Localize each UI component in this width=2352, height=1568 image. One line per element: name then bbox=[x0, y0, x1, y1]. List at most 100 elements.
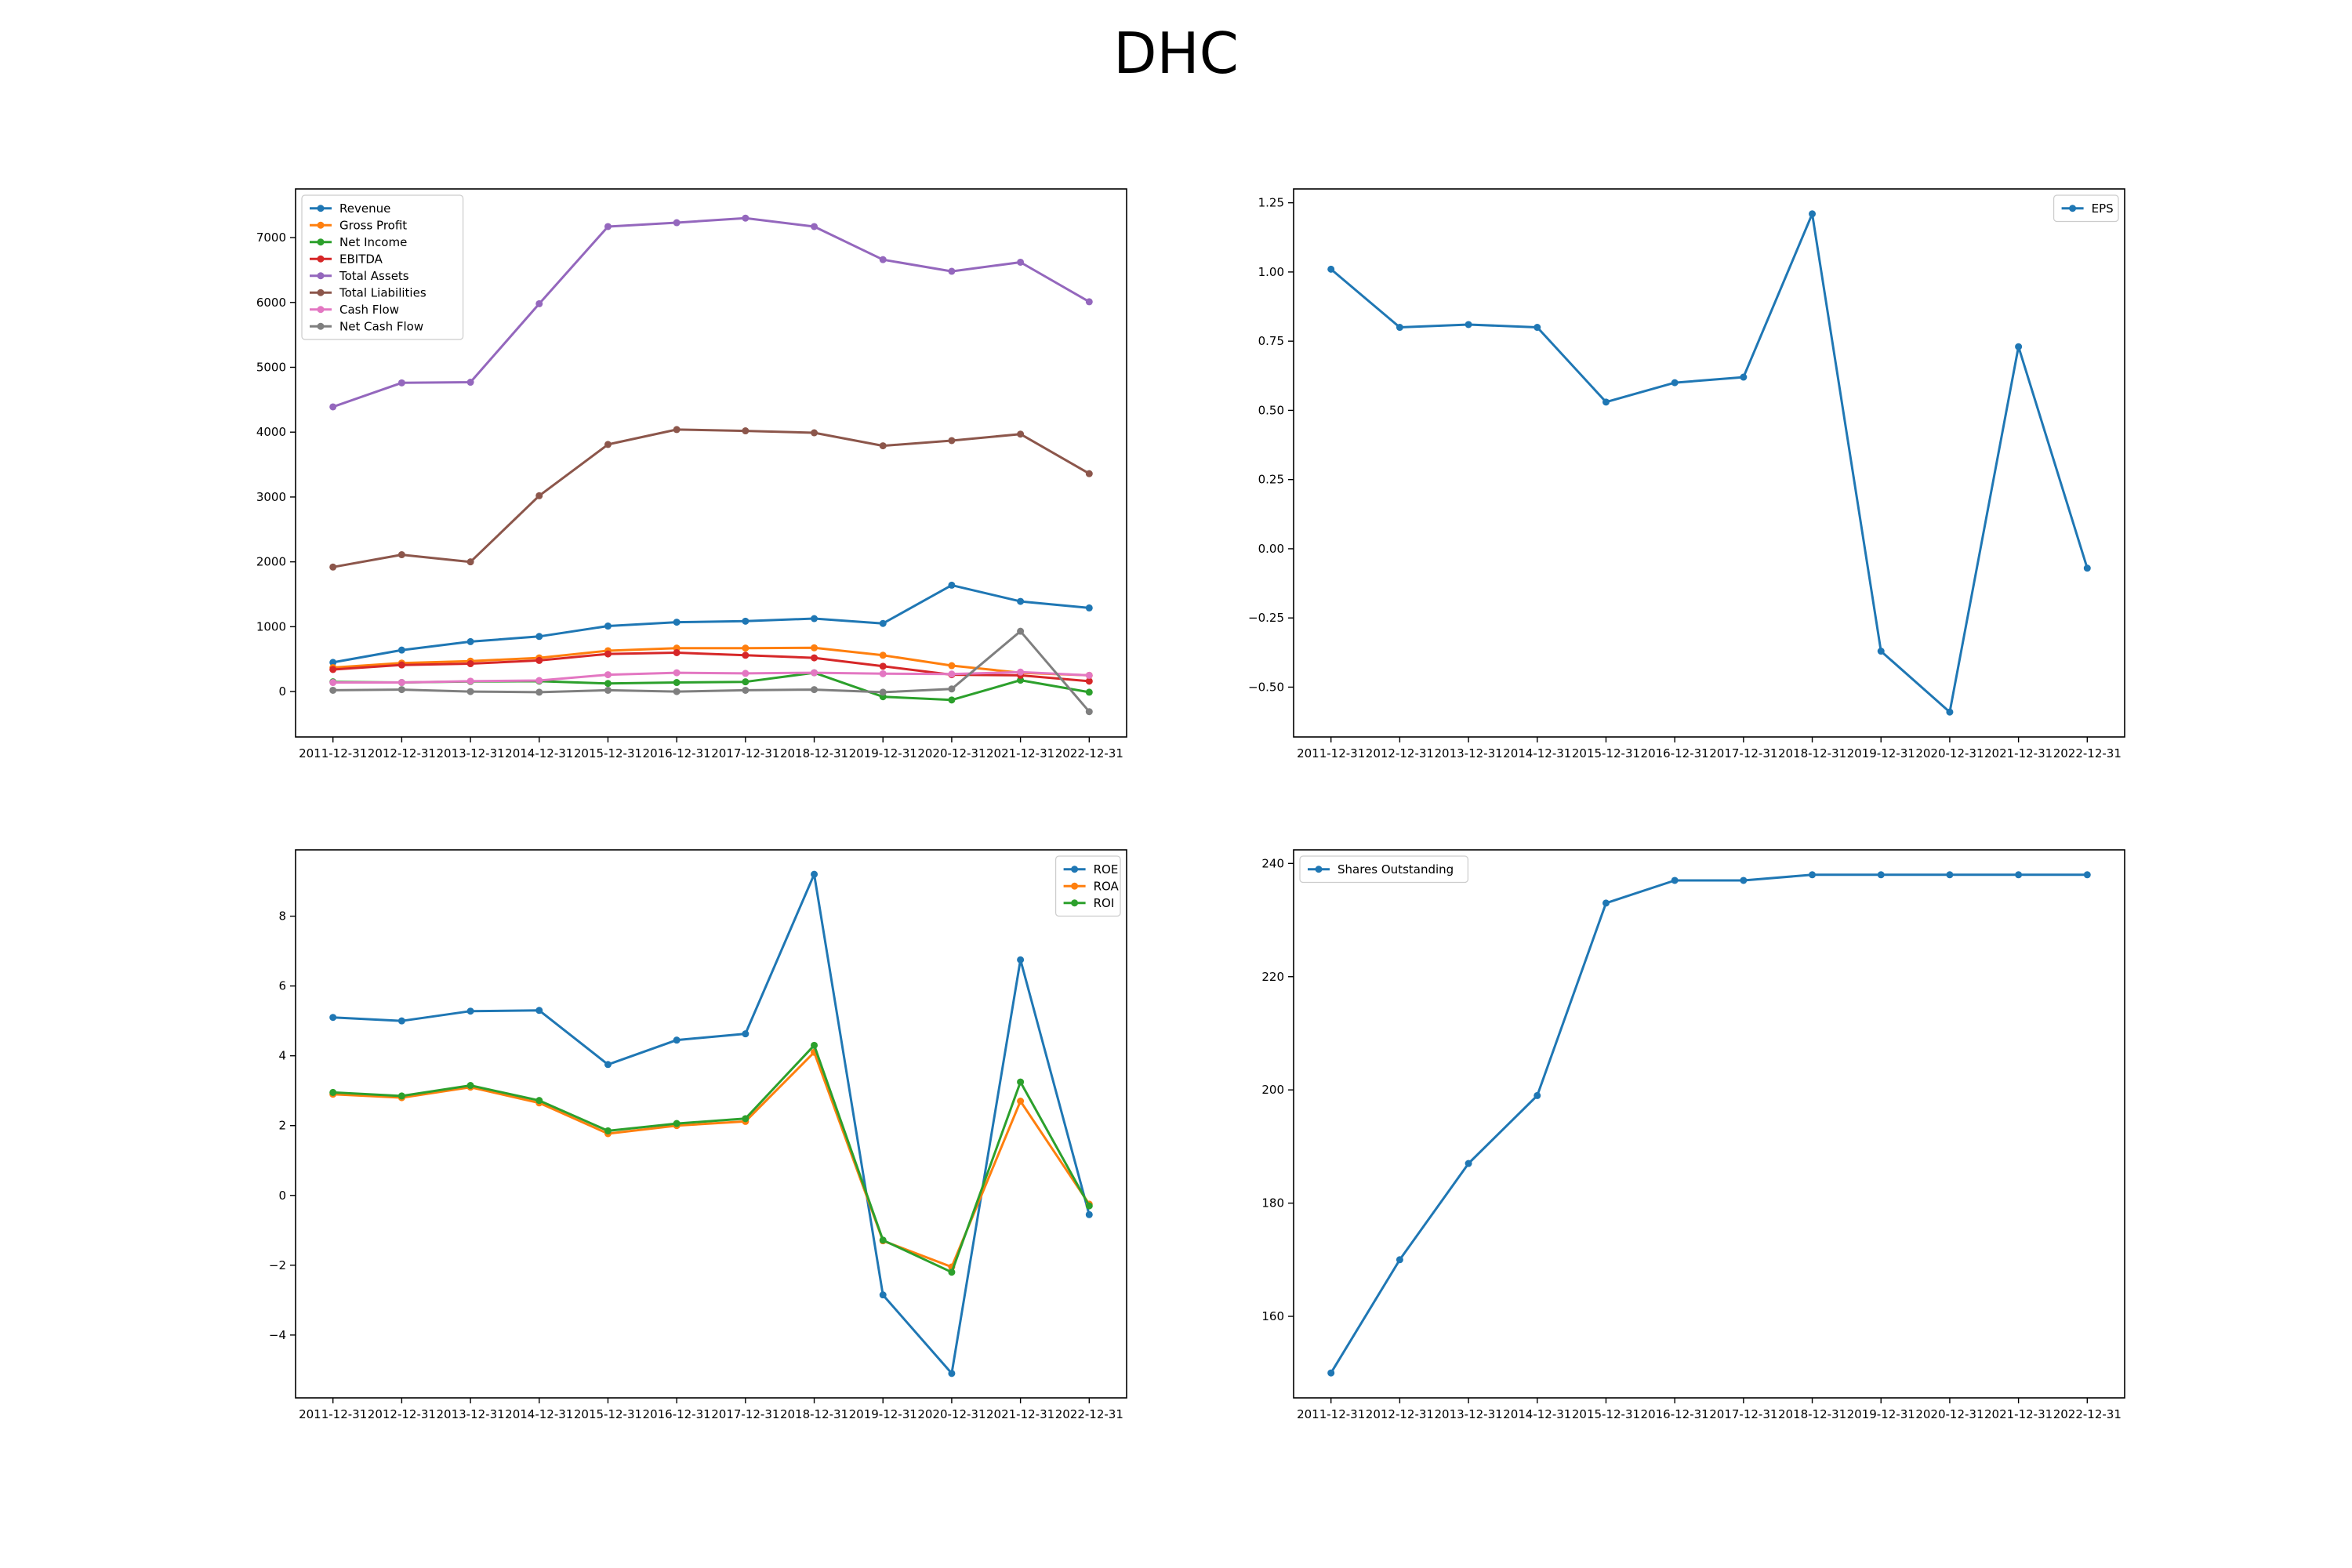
data-point bbox=[1946, 871, 1954, 879]
data-point bbox=[742, 678, 750, 686]
data-point bbox=[811, 654, 818, 662]
x-tick-label: 2012-12-31 bbox=[368, 746, 436, 760]
legend-swatch-marker bbox=[317, 221, 325, 229]
chart-top-left: 2011-12-31 2012-12-31 2013-12-31 2014-12-31… bbox=[256, 188, 1127, 760]
data-point bbox=[329, 679, 337, 687]
data-point bbox=[1017, 258, 1025, 266]
legend-label: Total Liabilities bbox=[339, 285, 426, 299]
data-point bbox=[673, 1120, 681, 1127]
x-tick-label: 2022-12-31 bbox=[2053, 1407, 2122, 1421]
data-point bbox=[811, 429, 818, 437]
data-point bbox=[329, 563, 337, 571]
data-point bbox=[1534, 1091, 1541, 1099]
x-tick-label: 2018-12-31 bbox=[1778, 746, 1846, 760]
data-point bbox=[948, 696, 956, 704]
data-point bbox=[466, 660, 474, 668]
x-tick-label: 2016-12-31 bbox=[643, 746, 711, 760]
data-point bbox=[466, 558, 474, 566]
x-tick-label: 2022-12-31 bbox=[1055, 746, 1123, 760]
y-tick-label: 1.25 bbox=[1258, 196, 1284, 210]
legend: ROE ROA ROI bbox=[1054, 855, 1121, 917]
data-point bbox=[673, 669, 681, 677]
legend-swatch-marker bbox=[1071, 882, 1079, 890]
x-tick-label: 2011-12-31 bbox=[1297, 1407, 1365, 1421]
data-point bbox=[673, 619, 681, 626]
y-tick-label: −0.25 bbox=[1248, 611, 1284, 625]
data-point bbox=[466, 379, 474, 387]
data-point bbox=[811, 644, 818, 652]
x-tick-label: 2016-12-31 bbox=[1641, 1407, 1709, 1421]
y-tick-label: 160 bbox=[1261, 1309, 1284, 1323]
data-point bbox=[879, 1236, 887, 1244]
legend-swatch-marker bbox=[317, 205, 325, 212]
chart-top-right: 2011-12-31 2012-12-31 2013-12-31 2014-12-31… bbox=[1248, 188, 2125, 760]
data-point bbox=[948, 1269, 956, 1276]
data-point bbox=[1085, 470, 1093, 477]
data-point bbox=[397, 679, 405, 687]
data-point bbox=[879, 1291, 887, 1299]
legend-label: EPS bbox=[2092, 201, 2114, 216]
data-point bbox=[742, 686, 750, 694]
x-tick-label: 2011-12-31 bbox=[1297, 746, 1365, 760]
y-tick-label: 0.75 bbox=[1258, 334, 1284, 348]
x-tick-label: 2011-12-31 bbox=[299, 746, 367, 760]
legend: Shares Outstanding bbox=[1299, 855, 1468, 884]
series-cash-flow bbox=[329, 668, 1093, 687]
series-line bbox=[332, 873, 1091, 1375]
x-tick-label: 2020-12-31 bbox=[917, 746, 985, 760]
data-point bbox=[397, 1092, 405, 1100]
data-point bbox=[879, 442, 887, 450]
data-point bbox=[811, 223, 818, 230]
y-tick-label: −2 bbox=[269, 1258, 286, 1272]
x-tick-label: 2016-12-31 bbox=[1641, 746, 1709, 760]
data-point bbox=[535, 633, 543, 641]
legend-swatch-marker bbox=[317, 238, 325, 246]
data-point bbox=[811, 870, 818, 878]
chart-bottom-right: 2011-12-31 2012-12-31 2013-12-31 2014-12-31… bbox=[1261, 849, 2125, 1421]
data-point bbox=[604, 680, 612, 688]
series-roe bbox=[329, 870, 1093, 1377]
y-tick-label: 0.00 bbox=[1258, 542, 1284, 556]
y-tick-label: 0.25 bbox=[1258, 473, 1284, 487]
x-tick-label: 2018-12-31 bbox=[780, 746, 848, 760]
x-tick-label: 2013-12-31 bbox=[1434, 1407, 1502, 1421]
data-point bbox=[535, 492, 543, 499]
data-point bbox=[329, 403, 337, 411]
series-net-cash-flow bbox=[329, 627, 1093, 716]
x-tick-label: 2016-12-31 bbox=[643, 1407, 711, 1421]
data-point bbox=[879, 256, 887, 263]
data-point bbox=[1396, 1256, 1403, 1264]
data-point bbox=[742, 1115, 750, 1123]
legend-box bbox=[301, 194, 464, 340]
data-point bbox=[1809, 210, 1817, 218]
x-tick-label: 2013-12-31 bbox=[436, 746, 504, 760]
data-point bbox=[1085, 671, 1093, 679]
data-point bbox=[1740, 373, 1748, 381]
data-point bbox=[535, 677, 543, 684]
data-point bbox=[604, 223, 612, 230]
x-tick-label: 2018-12-31 bbox=[1778, 1407, 1846, 1421]
legend-label: Gross Profit bbox=[339, 218, 407, 232]
data-point bbox=[879, 670, 887, 677]
data-point bbox=[2083, 564, 2091, 572]
data-point bbox=[604, 1061, 612, 1069]
series-line bbox=[332, 1044, 1091, 1274]
data-point bbox=[535, 1097, 543, 1105]
data-point bbox=[329, 686, 337, 694]
series-line bbox=[1330, 212, 2089, 713]
y-tick-label: 8 bbox=[278, 909, 286, 924]
data-point bbox=[1017, 627, 1025, 635]
data-point bbox=[535, 299, 543, 307]
data-point bbox=[673, 688, 681, 695]
data-point bbox=[466, 677, 474, 685]
legend: EPS bbox=[2053, 194, 2119, 223]
data-point bbox=[1017, 668, 1025, 676]
data-point bbox=[879, 662, 887, 670]
data-point bbox=[948, 267, 956, 275]
y-tick-label: 5000 bbox=[256, 360, 286, 374]
series-line bbox=[332, 670, 1090, 684]
x-tick-label: 2017-12-31 bbox=[1709, 1407, 1777, 1421]
data-point bbox=[466, 637, 474, 645]
data-point bbox=[1085, 1202, 1093, 1210]
